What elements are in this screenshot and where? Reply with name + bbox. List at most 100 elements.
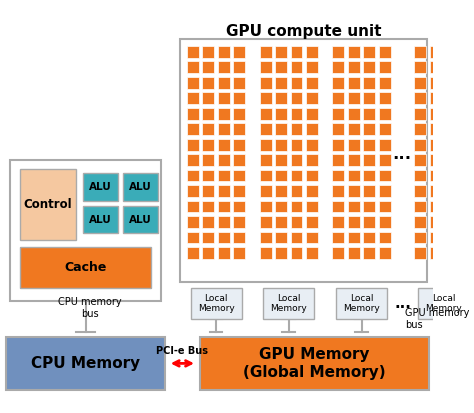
Bar (275, 77, 287, 89)
Bar (379, 123, 391, 135)
Bar (123, 173, 158, 201)
Bar (275, 247, 287, 259)
Bar (180, 39, 427, 282)
Bar (202, 170, 214, 181)
Bar (379, 247, 391, 259)
Bar (191, 288, 242, 319)
Bar (291, 216, 302, 228)
Bar (332, 77, 344, 89)
Bar (187, 46, 199, 58)
Bar (430, 216, 442, 228)
Bar (260, 201, 272, 212)
Bar (202, 154, 214, 166)
Bar (291, 201, 302, 212)
Bar (306, 93, 318, 104)
Bar (379, 139, 391, 151)
Bar (348, 170, 360, 181)
Bar (218, 170, 230, 181)
Text: GPU Memory
(Global Memory): GPU Memory (Global Memory) (243, 347, 385, 380)
Bar (275, 123, 287, 135)
Bar (414, 201, 426, 212)
Bar (445, 139, 457, 151)
Bar (260, 216, 272, 228)
Bar (187, 232, 199, 243)
Bar (260, 93, 272, 104)
Bar (233, 247, 245, 259)
Bar (364, 154, 375, 166)
Bar (461, 185, 473, 197)
Bar (379, 170, 391, 181)
Bar (218, 201, 230, 212)
Bar (430, 185, 442, 197)
Bar (19, 169, 76, 240)
Bar (364, 170, 375, 181)
Bar (10, 160, 161, 301)
Bar (291, 185, 302, 197)
Bar (364, 139, 375, 151)
Text: ...: ... (394, 296, 411, 311)
Bar (19, 247, 152, 288)
Bar (275, 93, 287, 104)
Bar (364, 247, 375, 259)
Bar (202, 62, 214, 73)
Bar (418, 288, 469, 319)
Bar (202, 139, 214, 151)
Bar (461, 62, 473, 73)
Bar (291, 62, 302, 73)
Bar (218, 185, 230, 197)
Bar (414, 77, 426, 89)
Text: Local
Memory: Local Memory (343, 294, 380, 313)
Bar (6, 337, 165, 390)
Bar (445, 123, 457, 135)
Bar (187, 154, 199, 166)
Bar (461, 247, 473, 259)
Bar (332, 232, 344, 243)
Bar (379, 216, 391, 228)
Bar (445, 232, 457, 243)
Bar (414, 46, 426, 58)
Bar (461, 108, 473, 120)
Bar (430, 232, 442, 243)
Bar (414, 216, 426, 228)
Text: PCI-e Bus: PCI-e Bus (156, 346, 209, 356)
Bar (260, 108, 272, 120)
Bar (461, 139, 473, 151)
Bar (260, 46, 272, 58)
Bar (348, 108, 360, 120)
Bar (364, 46, 375, 58)
Bar (233, 201, 245, 212)
Bar (348, 139, 360, 151)
Bar (306, 123, 318, 135)
Bar (445, 216, 457, 228)
Bar (445, 77, 457, 89)
Text: CPU memory
bus: CPU memory bus (58, 297, 122, 319)
Bar (379, 46, 391, 58)
Bar (364, 108, 375, 120)
Bar (306, 216, 318, 228)
Bar (379, 77, 391, 89)
Bar (445, 46, 457, 58)
Bar (202, 185, 214, 197)
Bar (202, 216, 214, 228)
Bar (218, 93, 230, 104)
Bar (233, 77, 245, 89)
Bar (332, 154, 344, 166)
Bar (379, 62, 391, 73)
Bar (430, 62, 442, 73)
Bar (187, 123, 199, 135)
Bar (264, 288, 314, 319)
Bar (379, 185, 391, 197)
Bar (332, 123, 344, 135)
Bar (414, 108, 426, 120)
Bar (306, 77, 318, 89)
Bar (260, 247, 272, 259)
Bar (233, 185, 245, 197)
Bar (218, 123, 230, 135)
Bar (461, 216, 473, 228)
Bar (275, 139, 287, 151)
Bar (348, 216, 360, 228)
Bar (202, 93, 214, 104)
Bar (414, 232, 426, 243)
Bar (291, 46, 302, 58)
Bar (445, 185, 457, 197)
